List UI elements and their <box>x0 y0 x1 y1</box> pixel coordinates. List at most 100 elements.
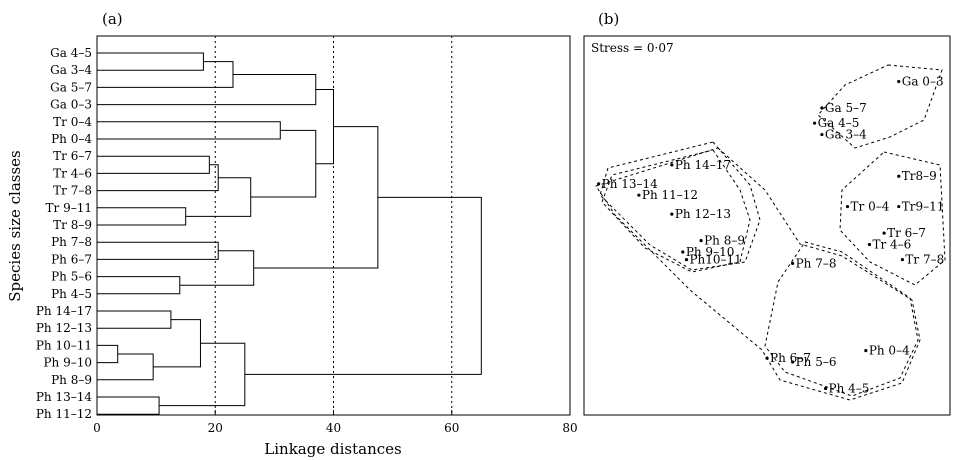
x-tick-label: 40 <box>326 421 341 435</box>
mds-point-label: Tr8–9 <box>902 169 937 183</box>
dendrogram-link-m6 <box>97 164 219 192</box>
leaf-label: Ph 0–4 <box>51 132 92 146</box>
mds-point <box>900 258 905 262</box>
group-outlines <box>595 64 946 401</box>
mds-point <box>791 261 795 265</box>
dendrogram-link-m20 <box>159 342 246 407</box>
mds-point <box>791 360 795 364</box>
dendrogram-link-m19 <box>97 396 160 415</box>
leaf-label: Tr 7–8 <box>53 184 92 198</box>
dendrogram-link-m2 <box>97 61 234 88</box>
stress-annotation: Stress = 0·07 <box>591 41 674 55</box>
mds-point-label: Ph 11–12 <box>642 188 698 202</box>
leaf-label: Ph 9–10 <box>43 356 92 370</box>
mds-points: Ga 0–3 Ga 5–7Ga 4–5Ga 3–4 Tr8–9 Tr 0–4 Tr9–1… <box>597 74 944 395</box>
leaf-label: Tr 4–6 <box>53 166 92 180</box>
x-tick-label: 20 <box>208 421 223 435</box>
mds-point-label: Ga 3–4 <box>825 128 867 142</box>
dendrogram-link-m7 <box>97 207 187 226</box>
dendrogram-link-m4 <box>97 121 281 140</box>
leaf-label: Ph 13–14 <box>36 390 93 404</box>
leaf-label: Ph 7–8 <box>51 235 92 249</box>
dendrogram-gridlines <box>214 36 453 415</box>
mds-point <box>670 163 674 167</box>
leaf-label: Ga 3–4 <box>50 63 92 77</box>
leaf-label: Tr 9–11 <box>46 201 92 215</box>
mds-point-label: Tr 7–8 <box>905 253 944 267</box>
mds-point-label: Ph 13–14 <box>602 177 659 191</box>
mds-point <box>684 258 689 262</box>
mds-point <box>820 106 824 110</box>
mds-point <box>867 242 872 247</box>
dendrogram-link-m1 <box>97 52 204 71</box>
leaf-label: Ph 4–5 <box>51 287 92 301</box>
dendrogram-link-m9 <box>250 129 317 198</box>
mds-point-label: Ga 0–3 <box>902 74 944 88</box>
mds-point-label: Ga 5–7 <box>825 101 867 115</box>
ph-broad-outline <box>595 147 921 401</box>
leaf-label: Ga 5–7 <box>50 80 92 94</box>
tr-group-outline <box>839 151 946 286</box>
mds-point-label: Ph 8–9 <box>704 234 745 248</box>
ph-inner-outline <box>599 141 761 271</box>
dendrogram-link-m15 <box>97 310 172 329</box>
mds-point <box>897 204 901 209</box>
mds-point-label: Ph10–11 <box>689 253 741 267</box>
mds-point <box>597 182 601 186</box>
mds-point <box>699 239 703 243</box>
leaf-label: Tr 0–4 <box>53 115 92 129</box>
mds-point-label: Ph 6–7 <box>770 351 811 365</box>
dendrogram-link-m13 <box>179 250 255 286</box>
dendrogram-link-m17 <box>97 353 154 381</box>
mds-point-label: Tr 4–6 <box>872 237 911 251</box>
dendrogram-x-ticks: 0 20 40 60 80 <box>93 410 578 435</box>
mds-point <box>864 348 868 353</box>
leaf-label: Ph 11–12 <box>36 407 92 421</box>
dendrogram-leaf-labels: Ga 4–5 Ga 3–4 Ga 5–7 Ga 0–3 Tr 0–4 Ph 0–4 Tr 6… <box>36 46 93 421</box>
mds-point-label: Ph 4–5 <box>829 381 870 395</box>
mds-point-label: Ph 9–10 <box>686 245 735 259</box>
mds-point-label: Ph 14–17 <box>675 158 731 172</box>
dendrogram-link-m5 <box>97 155 210 174</box>
leaf-label: Ph 5–6 <box>51 270 92 284</box>
panel-b-label: (b) <box>598 10 619 28</box>
mds-point <box>637 193 641 197</box>
mds-plot-frame <box>583 35 951 416</box>
dendrogram-links <box>97 52 482 415</box>
leaf-label: Ga 0–3 <box>50 98 92 112</box>
mds-point-label: Ph 12–13 <box>675 207 731 221</box>
leaf-label: Ph 8–9 <box>51 373 92 387</box>
mds-point-label: Ph 7–8 <box>796 256 837 270</box>
leaf-label: Ph 6–7 <box>51 252 92 266</box>
leaf-label: Tr 6–7 <box>53 149 92 163</box>
dendrogram-link-m11 <box>97 241 219 260</box>
mds-point-label: Tr 6–7 <box>887 226 926 240</box>
mds-point <box>845 204 850 209</box>
panel-a-label: (a) <box>102 10 123 28</box>
dendrogram-link-m16 <box>97 344 119 364</box>
mds-point <box>765 356 769 360</box>
ph-lower-outline <box>764 241 919 397</box>
mds-point <box>820 132 824 137</box>
mds-point <box>882 231 886 235</box>
mds-point-label: Ph 5–6 <box>796 355 837 369</box>
leaf-label: Tr 8–9 <box>53 218 92 232</box>
ph-outer-outline <box>601 149 751 273</box>
leaf-label: Ga 4–5 <box>50 46 92 60</box>
mds-point <box>812 121 817 125</box>
leaf-label: Ph 10–11 <box>36 338 92 352</box>
mds-point-label: Ph 0–4 <box>869 344 910 358</box>
x-tick-label: 0 <box>93 421 101 435</box>
x-tick-label: 60 <box>444 421 459 435</box>
dendrogram-y-axis-title: Species size classes <box>6 150 24 301</box>
dendrogram-link-m12 <box>97 276 181 295</box>
ga-group-outline <box>817 64 943 149</box>
mds-point <box>897 79 901 84</box>
mds-point <box>897 174 901 178</box>
mds-point-label: Tr 0–4 <box>851 200 890 214</box>
leaf-label: Ph 14–17 <box>36 304 92 318</box>
mds-point-label: Tr9–11 <box>902 200 945 214</box>
dendrogram-link-m10 <box>315 89 334 165</box>
dendrogram-link-m18 <box>153 319 201 368</box>
